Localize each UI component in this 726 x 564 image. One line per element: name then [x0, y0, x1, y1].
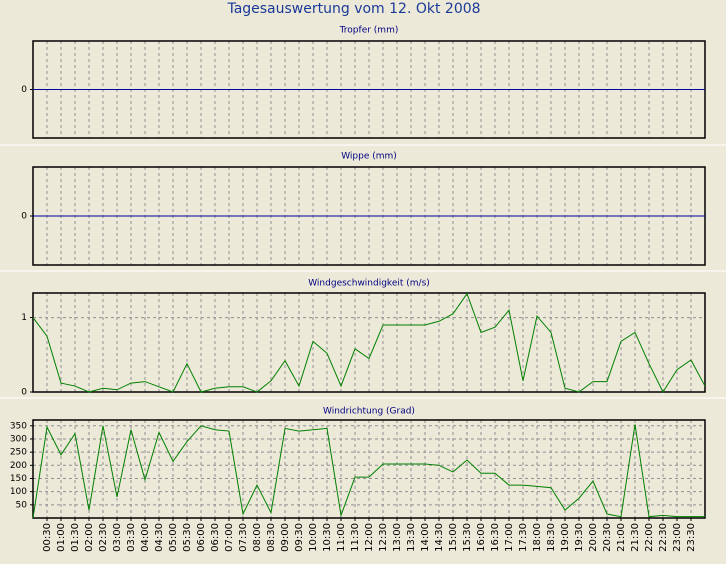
- y-tick-label: 1: [21, 313, 27, 323]
- x-tick-label: 16:30: [490, 523, 501, 552]
- x-tick-label: 07:00: [224, 523, 235, 552]
- x-tick-label: 13:30: [406, 523, 417, 552]
- x-tick-label: 13:00: [392, 523, 403, 552]
- y-tick-label: 150: [10, 474, 27, 484]
- x-tick-label: 14:00: [420, 523, 431, 552]
- y-tick-label: 200: [10, 461, 27, 471]
- x-tick-label: 05:00: [168, 523, 179, 552]
- x-tick-label: 23:00: [672, 523, 683, 552]
- x-tick-label: 21:00: [616, 523, 627, 552]
- x-tick-label: 16:00: [476, 523, 487, 552]
- x-tick-label: 01:30: [70, 523, 81, 552]
- x-tick-label: 12:30: [378, 523, 389, 552]
- x-tick-label: 00:30: [42, 523, 53, 552]
- x-tick-label: 08:30: [266, 523, 277, 552]
- page-title: Tagesauswertung vom 12. Okt 2008: [226, 1, 480, 17]
- panel-title: Windrichtung (Grad): [323, 407, 415, 417]
- x-tick-label: 03:00: [112, 523, 123, 552]
- y-tick-label: 0: [21, 388, 27, 398]
- y-tick-label: 350: [10, 421, 27, 431]
- y-tick-label: 300: [10, 434, 27, 444]
- x-tick-label: 22:00: [644, 523, 655, 552]
- x-tick-label: 07:30: [238, 523, 249, 552]
- x-tick-label: 23:30: [686, 523, 697, 552]
- x-tick-label: 09:00: [280, 523, 291, 552]
- x-tick-label: 02:30: [98, 523, 109, 552]
- x-tick-label: 20:00: [588, 523, 599, 552]
- plot-frame: [32, 292, 706, 393]
- x-tick-label: 15:30: [462, 523, 473, 552]
- series-line: [32, 424, 705, 519]
- x-tick-label: 08:00: [252, 523, 263, 552]
- x-tick-label: 17:00: [504, 523, 515, 552]
- x-tick-label: 04:30: [154, 523, 165, 552]
- panel-title: Tropfer (mm): [339, 26, 399, 36]
- x-tick-label: 18:00: [532, 523, 543, 552]
- series-line: [32, 292, 706, 394]
- x-tick-label: 17:30: [518, 523, 529, 552]
- y-tick-label: 0: [21, 212, 27, 222]
- x-tick-label: 12:00: [364, 523, 375, 552]
- x-tick-label: 21:30: [630, 523, 641, 552]
- x-tick-label: 06:00: [196, 523, 207, 552]
- x-tick-label: 03:30: [126, 523, 137, 552]
- x-tick-label: 01:00: [56, 523, 67, 552]
- x-tick-label: 22:30: [658, 523, 669, 552]
- x-tick-label: 02:00: [84, 523, 95, 552]
- x-tick-label: 20:30: [602, 523, 613, 552]
- y-tick-label: 100: [10, 487, 27, 497]
- x-tick-label: 19:00: [560, 523, 571, 552]
- y-tick-label: 50: [16, 500, 28, 510]
- x-tick-label: 10:00: [308, 523, 319, 552]
- x-tick-label: 09:30: [294, 523, 305, 552]
- x-tick-label: 15:00: [448, 523, 459, 552]
- y-tick-label: 0: [21, 85, 27, 95]
- panel-title: Windgeschwindigkeit (m/s): [308, 279, 430, 289]
- x-tick-label: 11:30: [350, 523, 361, 552]
- x-tick-label: 06:30: [210, 523, 221, 552]
- x-tick-label: 05:30: [182, 523, 193, 552]
- x-tick-label: 19:30: [574, 523, 585, 552]
- x-tick-label: 14:30: [434, 523, 445, 552]
- y-tick-label: 250: [10, 448, 27, 458]
- x-tick-label: 04:00: [140, 523, 151, 552]
- x-tick-label: 11:00: [336, 523, 347, 552]
- panel-title: Wippe (mm): [341, 152, 397, 162]
- x-tick-label: 10:30: [322, 523, 333, 552]
- x-tick-label: 18:30: [546, 523, 557, 552]
